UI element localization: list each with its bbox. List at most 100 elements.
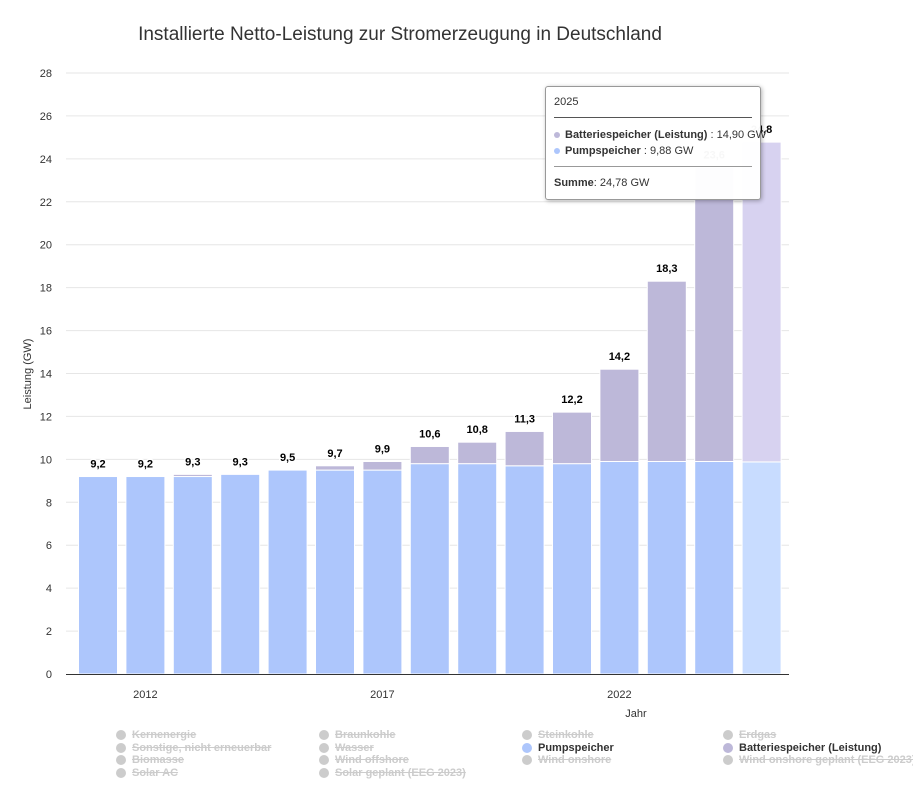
legend-item-wind-onshore-geplant-eeg-2023[interactable]: Wind onshore geplant (EEG 2023)	[723, 754, 913, 766]
bar-batteriespeicher-2020[interactable]	[504, 430, 545, 467]
legend-item-solar-ac[interactable]: Solar AC	[116, 767, 178, 779]
tooltip-series-name: Pumpspeicher	[565, 145, 641, 157]
legend-item-pumpspeicher[interactable]: Pumpspeicher	[522, 742, 614, 754]
bar-batteriespeicher-2022[interactable]	[599, 368, 640, 463]
stack-label-2012: 9,2	[138, 459, 153, 471]
tooltip-series-value: 9,88 GW	[649, 145, 694, 157]
bar-pumpspeicher-2011[interactable]	[78, 476, 118, 675]
legend-item-steinkohle[interactable]: Steinkohle	[522, 729, 594, 741]
legend-swatch-icon	[723, 755, 733, 766]
tooltip-separator	[554, 166, 752, 167]
tooltip-series-name: Batteriespeicher (Leistung)	[565, 129, 708, 141]
bar-batteriespeicher-2019[interactable]	[457, 441, 498, 465]
legend-swatch-icon	[319, 767, 329, 778]
legend-label: Wasser	[335, 741, 374, 754]
legend-swatch-icon	[522, 755, 532, 766]
legend-swatch-icon	[319, 730, 329, 740]
tooltip-dot-icon	[554, 148, 560, 154]
bar-pumpspeicher-2016[interactable]	[315, 469, 355, 675]
bar-pumpspeicher-2013[interactable]	[172, 476, 213, 675]
stack-label-2014: 9,3	[233, 456, 248, 468]
y-tick-label: 6	[46, 540, 52, 552]
legend-item-erdgas[interactable]: Erdgas	[723, 729, 776, 741]
legend-label: Batteriespeicher (Leistung)	[739, 741, 882, 754]
bar-pumpspeicher-2021[interactable]	[552, 463, 592, 675]
legend-item-batteriespeicher-leistung[interactable]: Batteriespeicher (Leistung)	[723, 742, 881, 754]
tooltip-dot-icon	[554, 132, 560, 138]
legend-item-kernenergie[interactable]: Kernenergie	[116, 729, 196, 741]
legend-label: Sonstige, nicht erneuerbar	[132, 741, 272, 754]
bar-batteriespeicher-2025[interactable]	[741, 141, 782, 463]
legend-swatch-icon	[116, 755, 126, 766]
legend-swatch-icon	[319, 742, 329, 753]
x-tick-label: 2012	[133, 689, 157, 701]
tooltip-sum-label: Summe	[554, 177, 594, 189]
bar-batteriespeicher-2017[interactable]	[362, 461, 403, 471]
legend-label: Wind offshore	[335, 754, 409, 767]
bar-batteriespeicher-2016[interactable]	[315, 465, 355, 471]
y-tick-label: 20	[40, 240, 52, 252]
bar-pumpspeicher-2025[interactable]	[741, 461, 782, 675]
bar-pumpspeicher-2017[interactable]	[362, 469, 403, 675]
legend-label: Braunkohle	[335, 729, 396, 741]
stack-label-2017: 9,9	[375, 444, 390, 456]
y-tick-label: 28	[40, 68, 52, 80]
bar-pumpspeicher-2022[interactable]	[599, 461, 640, 675]
legend-item-solar-geplant-eeg-2023[interactable]: Solar geplant (EEG 2023)	[319, 767, 466, 779]
bar-pumpspeicher-2023[interactable]	[646, 461, 687, 675]
legend-item-biomasse[interactable]: Biomasse	[116, 754, 184, 766]
bar-batteriespeicher-2021[interactable]	[552, 411, 592, 465]
y-tick-label: 18	[40, 283, 52, 295]
bar-pumpspeicher-2019[interactable]	[457, 463, 498, 675]
bar-pumpspeicher-2024[interactable]	[694, 461, 735, 675]
bar-pumpspeicher-2020[interactable]	[504, 465, 545, 675]
bar-batteriespeicher-2018[interactable]	[409, 445, 450, 465]
stack-label-2011: 9,2	[90, 459, 105, 471]
stack-label-2013: 9,3	[185, 456, 200, 468]
bar-pumpspeicher-2018[interactable]	[409, 463, 450, 675]
stack-label-2022: 14,2	[609, 351, 630, 363]
legend-label: Wind onshore	[538, 754, 612, 767]
y-tick-label: 4	[46, 583, 52, 595]
y-tick-label: 24	[40, 154, 52, 166]
stack-label-2016: 9,7	[327, 448, 342, 460]
bar-batteriespeicher-2023[interactable]	[646, 280, 687, 463]
chart-title: Installierte Netto-Leistung zur Stromerz…	[138, 24, 662, 45]
data-labels: 9,2 9,2 9,3 9,3 9,5 9,7 9,9 10,6 10,8 11,3 12,2 14,…	[89, 123, 774, 472]
tooltip-header: 2025	[554, 96, 579, 108]
y-tick-label: 8	[46, 497, 52, 509]
legend-item-wind-offshore[interactable]: Wind offshore	[319, 754, 409, 766]
y-tick-label: 16	[40, 326, 52, 338]
legend-item-wasser[interactable]: Wasser	[319, 742, 374, 754]
legend-label: Solar AC	[132, 766, 179, 779]
legend-swatch-icon	[116, 730, 126, 740]
y-tick-label: 12	[40, 411, 52, 423]
bar-pumpspeicher-2014[interactable]	[220, 473, 261, 675]
bar-pumpspeicher-2012[interactable]	[125, 476, 166, 675]
x-axis-title: Jahr	[625, 708, 647, 720]
bar-batteriespeicher-2013[interactable]	[172, 473, 213, 478]
tooltip-row-battery: Batteriespeicher (Leistung) : 14,90 GW	[554, 129, 766, 141]
y-tick-label: 22	[40, 197, 52, 209]
y-tick-label: 14	[40, 369, 52, 381]
legend-label: Kernenergie	[132, 729, 197, 741]
legend-item-sonstige-nicht-erneuerbar[interactable]: Sonstige, nicht erneuerbar	[116, 742, 271, 754]
legend-label: Solar geplant (EEG 2023)	[335, 766, 466, 779]
y-tick-label: 26	[40, 111, 52, 123]
stack-label-2023: 18,3	[656, 263, 677, 275]
stack-label-2019: 10,8	[466, 424, 487, 436]
stack-label-2020: 11,3	[514, 413, 535, 425]
legend-swatch-icon	[116, 742, 126, 753]
legend-item-braunkohle[interactable]: Braunkohle	[319, 729, 396, 741]
bar-pumpspeicher-2015[interactable]	[267, 469, 308, 675]
legend-item-wind-onshore[interactable]: Wind onshore	[522, 754, 611, 766]
legend-label: Biomasse	[132, 754, 184, 767]
y-tick-label: 0	[46, 669, 52, 681]
stack-label-2015: 9,5	[280, 452, 295, 464]
bar-batteriespeicher-2024[interactable]	[694, 166, 735, 463]
legend-swatch-icon	[723, 730, 733, 740]
tooltip-sum-value: 24,78 GW	[599, 177, 650, 189]
y-tick-label: 2	[46, 626, 52, 638]
y-axis-title: Leistung (GW)	[22, 339, 34, 410]
